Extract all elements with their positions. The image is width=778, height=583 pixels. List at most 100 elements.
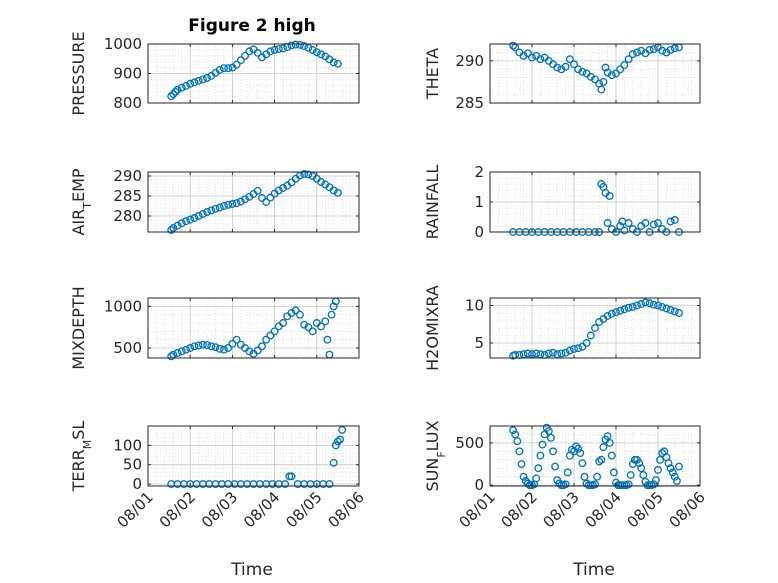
data-point xyxy=(304,43,313,52)
data-point xyxy=(637,46,646,55)
data-point xyxy=(561,348,570,357)
y-axis-label-main: PRESSURE xyxy=(69,31,88,115)
data-point xyxy=(658,449,667,457)
data-point xyxy=(169,224,178,232)
data-point xyxy=(607,451,616,460)
data-point xyxy=(580,472,589,481)
data-point xyxy=(624,480,633,489)
data-point xyxy=(253,48,262,57)
data-point xyxy=(662,304,671,313)
data-point xyxy=(670,307,679,316)
data-point xyxy=(586,72,595,81)
data-point xyxy=(266,47,275,56)
data-point xyxy=(224,200,233,209)
data-point xyxy=(329,58,338,67)
data-point xyxy=(532,349,541,358)
y-tick-label: 0 xyxy=(474,476,484,494)
data-point xyxy=(565,55,574,64)
data-point xyxy=(666,464,675,473)
data-point xyxy=(331,441,340,450)
data-point xyxy=(532,474,541,483)
data-point xyxy=(591,480,599,489)
data-point xyxy=(509,426,518,435)
x-tick-label: 08/04 xyxy=(582,488,625,531)
data-point xyxy=(549,447,557,456)
data-point xyxy=(624,55,633,64)
data-point xyxy=(317,322,325,331)
data-point xyxy=(300,170,309,178)
data-point xyxy=(173,85,182,94)
x-tick-label: 08/04 xyxy=(240,488,283,531)
data-point xyxy=(633,48,641,57)
data-point xyxy=(167,226,176,234)
x-tick-label: 08/02 xyxy=(498,488,541,531)
data-point xyxy=(582,339,591,347)
data-point xyxy=(586,331,595,340)
data-point xyxy=(241,195,250,204)
data-point xyxy=(599,443,608,452)
data-point xyxy=(645,45,654,54)
data-point xyxy=(649,480,658,489)
data-point xyxy=(641,298,650,307)
data-point xyxy=(224,344,233,352)
data-point xyxy=(186,215,195,224)
data-point xyxy=(637,464,646,473)
data-point xyxy=(635,459,644,468)
x-tick-label: 08/03 xyxy=(198,488,241,531)
y-tick-label: 900 xyxy=(113,65,142,83)
data-point xyxy=(173,221,182,230)
data-point xyxy=(639,471,648,479)
y-axis-label: RAINFALL xyxy=(423,165,442,240)
y-tick-label: 290 xyxy=(113,167,142,185)
x-axis-label-left: Time xyxy=(230,560,273,580)
data-point xyxy=(654,465,662,474)
data-point xyxy=(620,305,629,314)
data-point xyxy=(544,427,553,436)
data-point xyxy=(186,79,195,88)
y-tick-label: 5 xyxy=(474,334,484,352)
data-point xyxy=(570,60,578,69)
data-point xyxy=(649,45,658,54)
y-axis-label: H2OMIXRA xyxy=(423,285,442,371)
data-point xyxy=(641,219,650,227)
y-axis-label-main: THETA xyxy=(423,48,442,100)
data-point xyxy=(557,65,566,74)
data-point xyxy=(194,212,203,220)
data-point xyxy=(291,40,300,49)
data-point xyxy=(215,66,224,74)
data-point xyxy=(167,352,176,361)
data-point xyxy=(649,300,658,309)
data-point xyxy=(224,64,233,73)
data-point xyxy=(549,348,557,357)
data-point xyxy=(675,309,683,317)
y-axis-label: PRESSURE xyxy=(69,31,88,115)
data-point xyxy=(203,208,212,216)
data-point xyxy=(215,344,224,353)
data-point xyxy=(274,186,283,195)
y-tick-label: 10 xyxy=(465,297,484,315)
data-point xyxy=(177,219,186,228)
data-point xyxy=(601,63,610,72)
data-point xyxy=(651,476,660,485)
data-point xyxy=(649,220,658,229)
data-point xyxy=(171,87,180,96)
data-point xyxy=(253,186,262,195)
y-axis-label-subscript: T xyxy=(81,202,94,210)
data-point xyxy=(287,309,296,317)
data-point xyxy=(637,300,646,308)
data-point xyxy=(597,85,606,94)
data-point xyxy=(513,437,522,446)
y-axis-label: AIRTEMP xyxy=(69,168,94,235)
data-point xyxy=(321,317,330,326)
y-tick-label: 0 xyxy=(132,475,142,493)
data-point xyxy=(626,471,635,479)
data-point xyxy=(333,59,342,68)
axes-box xyxy=(147,297,360,359)
y-axis-label-rest: SL xyxy=(69,421,88,440)
data-point xyxy=(232,60,241,69)
data-point xyxy=(194,76,203,85)
data-point xyxy=(190,214,199,222)
y-axis-label-main: H2OMIXRA xyxy=(423,285,442,371)
axes-box xyxy=(489,425,701,487)
data-point xyxy=(207,206,216,215)
